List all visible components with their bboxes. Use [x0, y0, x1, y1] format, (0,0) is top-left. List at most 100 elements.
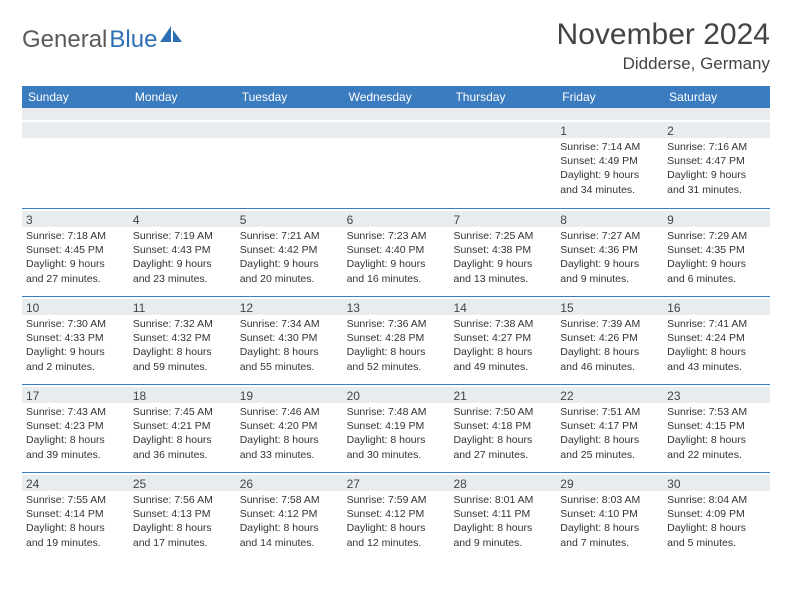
calendar-day: 21Sunrise: 7:50 AMSunset: 4:18 PMDayligh… — [449, 385, 556, 472]
day-info: Sunrise: 7:58 AMSunset: 4:12 PMDaylight:… — [240, 493, 339, 550]
day-number: 7 — [449, 211, 556, 227]
calendar-day: 7 Sunrise: 7:25 AMSunset: 4:38 PMDaylight… — [449, 209, 556, 296]
day-info: Sunrise: 7:43 AMSunset: 4:23 PMDaylight:… — [26, 405, 125, 462]
day-header: Tuesday — [236, 90, 343, 104]
sunset-line: Sunset: 4:09 PM — [667, 507, 766, 521]
day-number-empty — [129, 122, 236, 138]
logo: GeneralBlue — [22, 24, 184, 55]
day-number-empty — [22, 122, 129, 138]
sunrise-line: Sunrise: 7:19 AM — [133, 229, 232, 243]
day-info: Sunrise: 7:16 AMSunset: 4:47 PMDaylight:… — [667, 140, 766, 197]
daylight-line: Daylight: 8 hours and 49 minutes. — [453, 345, 552, 373]
sunset-line: Sunset: 4:20 PM — [240, 419, 339, 433]
day-info: Sunrise: 7:38 AMSunset: 4:27 PMDaylight:… — [453, 317, 552, 374]
daylight-line: Daylight: 8 hours and 33 minutes. — [240, 433, 339, 461]
day-header: Thursday — [449, 90, 556, 104]
calendar-week: 24 Sunrise: 7:55 AMSunset: 4:14 PMDayligh… — [22, 472, 770, 560]
sunrise-line: Sunrise: 7:48 AM — [347, 405, 446, 419]
daylight-line: Daylight: 9 hours and 13 minutes. — [453, 257, 552, 285]
sunset-line: Sunset: 4:32 PM — [133, 331, 232, 345]
day-number: 25 — [129, 475, 236, 491]
calendar-day: 22Sunrise: 7:51 AMSunset: 4:17 PMDayligh… — [556, 385, 663, 472]
daylight-line: Daylight: 9 hours and 27 minutes. — [26, 257, 125, 285]
sunrise-line: Sunrise: 7:29 AM — [667, 229, 766, 243]
day-number: 15 — [556, 299, 663, 315]
day-number: 24 — [22, 475, 129, 491]
sunset-line: Sunset: 4:11 PM — [453, 507, 552, 521]
day-info: Sunrise: 7:25 AMSunset: 4:38 PMDaylight:… — [453, 229, 552, 286]
sunset-line: Sunset: 4:17 PM — [560, 419, 659, 433]
sunset-line: Sunset: 4:12 PM — [347, 507, 446, 521]
daylight-line: Daylight: 8 hours and 9 minutes. — [453, 521, 552, 549]
title-block: November 2024 Didderse, Germany — [557, 18, 770, 74]
day-number: 18 — [129, 387, 236, 403]
day-info: Sunrise: 7:55 AMSunset: 4:14 PMDaylight:… — [26, 493, 125, 550]
calendar-day: 25Sunrise: 7:56 AMSunset: 4:13 PMDayligh… — [129, 473, 236, 560]
sunset-line: Sunset: 4:24 PM — [667, 331, 766, 345]
daylight-line: Daylight: 8 hours and 52 minutes. — [347, 345, 446, 373]
sunrise-line: Sunrise: 7:56 AM — [133, 493, 232, 507]
day-number: 8 — [556, 211, 663, 227]
sunset-line: Sunset: 4:18 PM — [453, 419, 552, 433]
daylight-line: Daylight: 9 hours and 34 minutes. — [560, 168, 659, 196]
sunset-line: Sunset: 4:43 PM — [133, 243, 232, 257]
calendar-day: 19Sunrise: 7:46 AMSunset: 4:20 PMDayligh… — [236, 385, 343, 472]
sunrise-line: Sunrise: 7:16 AM — [667, 140, 766, 154]
calendar-day: 24 Sunrise: 7:55 AMSunset: 4:14 PMDayligh… — [22, 473, 129, 560]
sunrise-line: Sunrise: 7:18 AM — [26, 229, 125, 243]
sunset-line: Sunset: 4:40 PM — [347, 243, 446, 257]
sunrise-line: Sunrise: 7:51 AM — [560, 405, 659, 419]
sunrise-line: Sunrise: 7:41 AM — [667, 317, 766, 331]
calendar-body: 1 Sunrise: 7:14 AMSunset: 4:49 PMDaylight… — [22, 120, 770, 560]
day-number: 23 — [663, 387, 770, 403]
day-info: Sunrise: 7:29 AMSunset: 4:35 PMDaylight:… — [667, 229, 766, 286]
day-info: Sunrise: 7:34 AMSunset: 4:30 PMDaylight:… — [240, 317, 339, 374]
header: GeneralBlue November 2024 Didderse, Germ… — [22, 18, 770, 74]
day-info: Sunrise: 7:21 AMSunset: 4:42 PMDaylight:… — [240, 229, 339, 286]
daylight-line: Daylight: 8 hours and 5 minutes. — [667, 521, 766, 549]
daylight-line: Daylight: 9 hours and 6 minutes. — [667, 257, 766, 285]
daylight-line: Daylight: 8 hours and 14 minutes. — [240, 521, 339, 549]
calendar-day: 17Sunrise: 7:43 AMSunset: 4:23 PMDayligh… — [22, 385, 129, 472]
sunset-line: Sunset: 4:26 PM — [560, 331, 659, 345]
sunset-line: Sunset: 4:42 PM — [240, 243, 339, 257]
day-header: Wednesday — [343, 90, 450, 104]
sunset-line: Sunset: 4:27 PM — [453, 331, 552, 345]
calendar-day: 8Sunrise: 7:27 AMSunset: 4:36 PMDaylight… — [556, 209, 663, 296]
day-number-empty — [449, 122, 556, 138]
sunset-line: Sunset: 4:35 PM — [667, 243, 766, 257]
calendar-day: 28Sunrise: 8:01 AMSunset: 4:11 PMDayligh… — [449, 473, 556, 560]
day-info: Sunrise: 7:14 AMSunset: 4:49 PMDaylight:… — [560, 140, 659, 197]
daylight-line: Daylight: 9 hours and 9 minutes. — [560, 257, 659, 285]
day-number: 1 — [556, 122, 663, 138]
day-info: Sunrise: 7:53 AMSunset: 4:15 PMDaylight:… — [667, 405, 766, 462]
day-number: 9 — [663, 211, 770, 227]
calendar-day: 2Sunrise: 7:16 AMSunset: 4:47 PMDaylight… — [663, 120, 770, 208]
sunset-line: Sunset: 4:21 PM — [133, 419, 232, 433]
sunset-line: Sunset: 4:13 PM — [133, 507, 232, 521]
calendar: SundayMondayTuesdayWednesdayThursdayFrid… — [22, 86, 770, 560]
calendar-subheader — [22, 108, 770, 120]
calendar-day — [449, 120, 556, 208]
calendar-day: 16Sunrise: 7:41 AMSunset: 4:24 PMDayligh… — [663, 297, 770, 384]
calendar-week: 17Sunrise: 7:43 AMSunset: 4:23 PMDayligh… — [22, 384, 770, 472]
sail-icon — [160, 24, 184, 49]
sunrise-line: Sunrise: 7:21 AM — [240, 229, 339, 243]
daylight-line: Daylight: 9 hours and 20 minutes. — [240, 257, 339, 285]
daylight-line: Daylight: 8 hours and 27 minutes. — [453, 433, 552, 461]
daylight-line: Daylight: 9 hours and 2 minutes. — [26, 345, 125, 373]
day-number-empty — [343, 122, 450, 138]
calendar-day: 26Sunrise: 7:58 AMSunset: 4:12 PMDayligh… — [236, 473, 343, 560]
sunset-line: Sunset: 4:38 PM — [453, 243, 552, 257]
daylight-line: Daylight: 8 hours and 36 minutes. — [133, 433, 232, 461]
sunset-line: Sunset: 4:36 PM — [560, 243, 659, 257]
day-number: 19 — [236, 387, 343, 403]
sunrise-line: Sunrise: 7:25 AM — [453, 229, 552, 243]
location: Didderse, Germany — [557, 54, 770, 74]
sunset-line: Sunset: 4:28 PM — [347, 331, 446, 345]
sunset-line: Sunset: 4:23 PM — [26, 419, 125, 433]
sunrise-line: Sunrise: 7:38 AM — [453, 317, 552, 331]
day-number: 20 — [343, 387, 450, 403]
calendar-day — [129, 120, 236, 208]
sunrise-line: Sunrise: 7:58 AM — [240, 493, 339, 507]
